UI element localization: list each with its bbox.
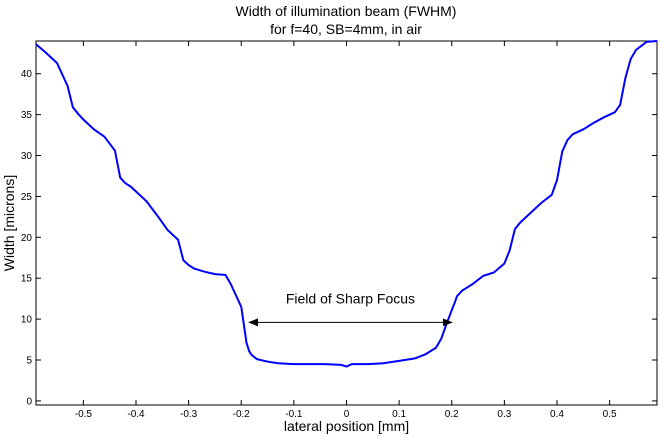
x-tick-label: 0.5 <box>603 409 617 420</box>
y-tick-label: 40 <box>21 69 33 80</box>
x-tick-label: -0.2 <box>233 409 251 420</box>
x-tick-label: 0.2 <box>445 409 459 420</box>
y-tick-label: 25 <box>21 192 33 203</box>
x-tick-label: -0.4 <box>127 409 145 420</box>
y-axis-label: Width [microns] <box>1 175 17 271</box>
chart-subtitle: for f=40, SB=4mm, in air <box>270 21 422 37</box>
y-tick-label: 0 <box>26 396 32 407</box>
y-tick-label: 20 <box>21 233 33 244</box>
x-tick-label: -0.3 <box>180 409 198 420</box>
y-tick-label: 5 <box>26 356 32 367</box>
y-tick-label: 15 <box>21 274 33 285</box>
axis-ticks: -0.5 -0.4 -0.3 -0.2 -0.1 0 0.1 0.2 0.3 0.4 0.50510… <box>21 41 657 420</box>
annotation-label: Field of Sharp Focus <box>286 291 415 307</box>
y-tick-label: 35 <box>21 110 33 121</box>
x-tick-label: 0.3 <box>497 409 511 420</box>
x-tick-label: -0.5 <box>75 409 93 420</box>
plot-frame <box>36 41 657 405</box>
chart-title: Width of illumination beam (FWHM) <box>236 3 457 19</box>
series-line <box>36 41 657 367</box>
x-axis-label: lateral position [mm] <box>284 418 409 434</box>
y-tick-label: 10 <box>21 315 33 326</box>
x-tick-label: 0.4 <box>550 409 564 420</box>
y-tick-label: 30 <box>21 151 33 162</box>
